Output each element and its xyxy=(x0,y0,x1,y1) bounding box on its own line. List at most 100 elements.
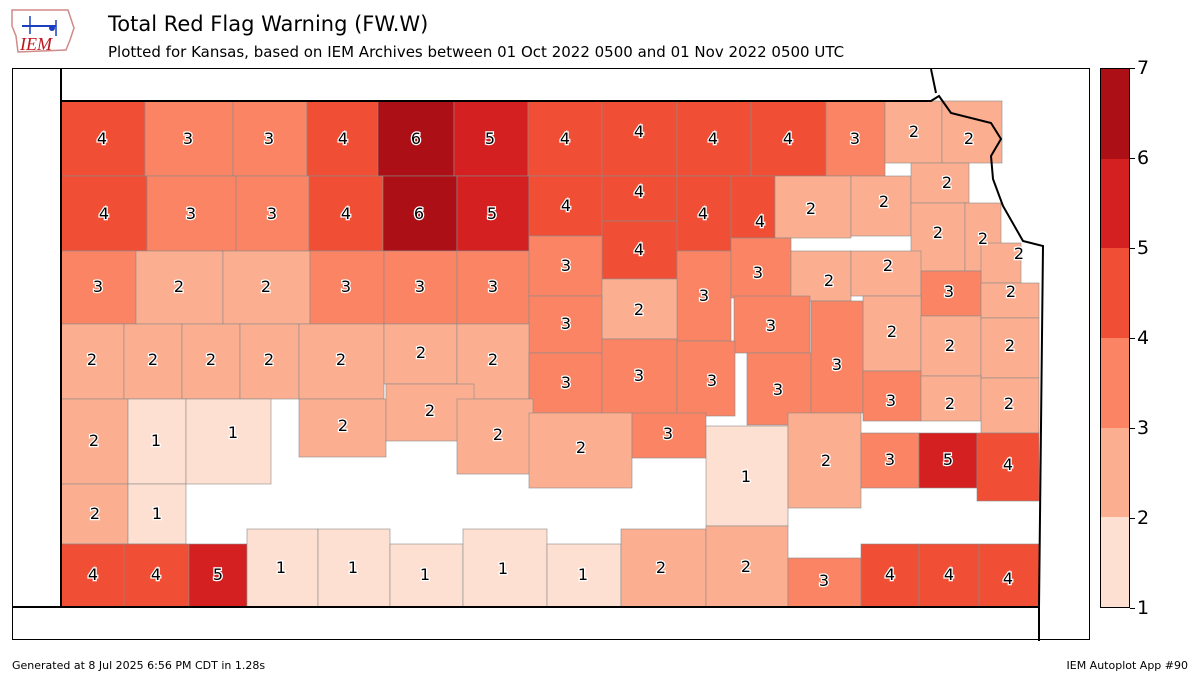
county-value-label: 3 xyxy=(415,277,425,296)
county-region xyxy=(918,432,978,489)
colorbar-tick-label: 3 xyxy=(1137,417,1150,439)
county-region xyxy=(527,100,603,177)
kansas-county-map: 4 3 3 4 6 5 4 4 4 4 3 2 2 4 3 3 4 6 5 4 4 4 4 2 2 2 4 2 2 3 2 2 3 3 3 3 3 3 2 2… xyxy=(13,69,1045,641)
county-region xyxy=(246,528,319,608)
county-region xyxy=(298,398,387,458)
page-subtitle: Plotted for Kansas, based on IEM Archive… xyxy=(108,43,845,61)
colorbar-tick xyxy=(1130,248,1135,249)
county-region xyxy=(60,543,125,608)
county-region xyxy=(676,175,732,252)
colorbar-tick-label: 4 xyxy=(1137,327,1150,349)
county-region xyxy=(60,175,148,252)
county-region xyxy=(127,483,187,545)
county-value-label: 2 xyxy=(945,336,955,355)
county-value-label: 3 xyxy=(766,316,776,335)
colorbar xyxy=(1100,68,1130,608)
county-region xyxy=(383,323,458,385)
generated-timestamp: Generated at 8 Jul 2025 6:56 PM CDT in 1… xyxy=(12,659,266,672)
logo-text: IEM xyxy=(19,34,53,54)
county-value-label: 2 xyxy=(909,122,919,141)
county-value-label: 4 xyxy=(708,129,718,148)
county-region xyxy=(235,175,310,252)
county-region xyxy=(850,175,912,237)
county-value-label: 4 xyxy=(338,129,348,148)
county-value-label: 3 xyxy=(753,263,763,282)
colorbar-tick xyxy=(1130,68,1135,69)
county-region xyxy=(787,557,862,608)
colorbar-tick xyxy=(1130,338,1135,339)
county-region xyxy=(790,250,852,302)
county-value-label: 2 xyxy=(90,504,100,523)
county-value-label: 5 xyxy=(487,204,497,223)
county-value-label: 3 xyxy=(561,256,571,275)
county-region xyxy=(232,100,308,177)
county-value-label: 4 xyxy=(1003,569,1013,588)
county-value-label: 2 xyxy=(942,173,952,192)
county-value-label: 1 xyxy=(348,558,358,577)
colorbar-tick xyxy=(1130,608,1135,609)
county-region xyxy=(298,323,385,400)
colorbar-tick-label: 2 xyxy=(1137,507,1150,529)
county-value-label: 2 xyxy=(978,229,988,248)
county-value-label: 4 xyxy=(698,204,708,223)
county-region xyxy=(884,100,943,164)
colorbar-tick-label: 6 xyxy=(1137,147,1150,169)
county-region xyxy=(383,250,458,325)
county-value-label: 2 xyxy=(883,256,893,275)
county-value-label: 2 xyxy=(887,322,897,341)
county-value-label: 6 xyxy=(411,129,421,148)
county-region xyxy=(146,175,237,252)
page-title: Total Red Flag Warning (FW.W) xyxy=(108,12,429,36)
county-value-label: 3 xyxy=(832,355,842,374)
colorbar-segment xyxy=(1101,158,1129,249)
county-value-label: 2 xyxy=(1005,336,1015,355)
county-region xyxy=(60,100,146,177)
county-region xyxy=(185,398,272,485)
county-region xyxy=(980,377,1040,434)
county-region xyxy=(601,220,678,280)
county-region xyxy=(60,398,129,485)
county-region xyxy=(980,242,1022,284)
county-value-label: 2 xyxy=(964,129,974,148)
counties-layer xyxy=(60,100,1040,608)
county-value-label: 2 xyxy=(933,223,943,242)
county-value-label: 5 xyxy=(213,565,223,584)
county-region xyxy=(239,323,300,400)
county-region xyxy=(127,398,187,485)
colorbar-tick xyxy=(1130,518,1135,519)
county-value-label: 2 xyxy=(821,451,831,470)
county-value-label: 1 xyxy=(498,559,508,578)
county-value-label: 4 xyxy=(944,565,954,584)
county-value-label: 4 xyxy=(560,129,570,148)
county-value-label: 6 xyxy=(414,204,424,223)
county-value-label: 3 xyxy=(944,282,954,301)
county-region xyxy=(60,323,125,400)
county-value-label: 4 xyxy=(885,565,895,584)
county-value-label: 3 xyxy=(634,366,644,385)
county-value-label: 2 xyxy=(493,425,503,444)
county-region xyxy=(135,250,224,325)
county-value-label: 4 xyxy=(97,129,107,148)
county-region xyxy=(810,300,864,414)
county-region xyxy=(733,295,811,354)
county-region xyxy=(546,543,622,608)
county-region xyxy=(750,100,827,177)
county-region xyxy=(123,543,190,608)
county-region xyxy=(181,323,241,400)
county-value-label: 3 xyxy=(561,314,571,333)
county-region xyxy=(631,412,707,459)
county-region xyxy=(601,338,678,415)
county-value-label: 2 xyxy=(806,199,816,218)
county-region xyxy=(920,375,982,422)
county-region xyxy=(528,352,603,414)
county-region xyxy=(774,175,852,239)
county-region xyxy=(601,278,678,340)
county-value-label: 2 xyxy=(1006,282,1016,301)
state-outline xyxy=(13,69,1045,641)
colorbar-segment xyxy=(1101,69,1129,159)
county-value-label: 4 xyxy=(88,565,98,584)
county-value-label: 2 xyxy=(824,271,834,290)
county-region xyxy=(389,543,464,608)
county-value-label: 4 xyxy=(783,129,793,148)
county-value-label: 2 xyxy=(634,300,644,319)
